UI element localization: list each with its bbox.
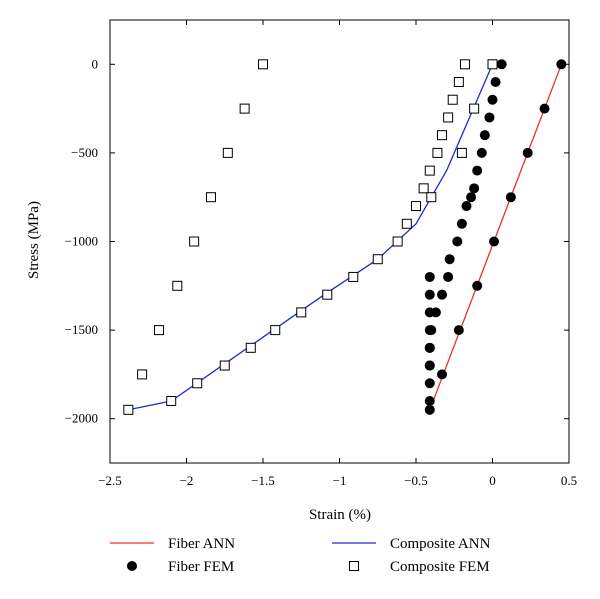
fiber-fem-point: [437, 369, 448, 380]
fiber-fem-point: [479, 130, 490, 141]
fiber-fem-point: [424, 307, 435, 318]
fiber-fem-point: [424, 325, 435, 336]
legend-swatch-composite-fem: [349, 561, 359, 571]
composite-fem-point: [453, 77, 464, 88]
composite-fem-point: [239, 103, 250, 114]
fiber-fem-point: [424, 395, 435, 406]
legend-label-composite-ann: Composite ANN: [390, 536, 491, 552]
fiber-fem-point: [437, 289, 448, 300]
composite-fem-point: [426, 192, 437, 203]
y-tick-label: −1000: [65, 234, 98, 249]
fiber-fem-point: [556, 59, 567, 70]
plot-frame: [109, 19, 570, 464]
fiber-fem-point: [461, 201, 472, 212]
x-tick-label: −1.5: [251, 473, 275, 488]
composite-fem-point: [270, 325, 281, 336]
y-tick-label: −2000: [65, 411, 98, 426]
fiber-fem-point: [476, 147, 487, 158]
fiber-fem-point: [453, 325, 464, 336]
composite-fem-point: [166, 395, 177, 406]
x-tick-label: −2.5: [98, 473, 122, 488]
composite-fem-point: [437, 130, 448, 141]
composite-fem-point: [137, 369, 148, 380]
composite-fem-point: [372, 254, 383, 265]
fiber-fem-point: [489, 236, 500, 247]
fiber-fem-point: [496, 59, 507, 70]
composite-fem-point: [432, 147, 443, 158]
composite-fem-point: [322, 289, 333, 300]
composite-fem-point: [192, 378, 203, 389]
series-layer: [123, 59, 567, 415]
fiber-fem-point: [424, 378, 435, 389]
fiber-fem-point: [539, 103, 550, 114]
composite-fem-point: [348, 271, 359, 282]
composite-fem-point: [411, 201, 421, 212]
fiber-fem-point: [484, 112, 495, 123]
composite-fem-point: [443, 112, 454, 123]
fiber-fem-point: [522, 147, 533, 158]
composite-fem-point: [296, 307, 307, 318]
composite-fem-point: [123, 404, 134, 415]
x-tick-label: −0.5: [404, 473, 428, 488]
composite-fem-point: [189, 236, 200, 247]
fiber-fem-point: [487, 94, 498, 105]
composite-fem-point: [222, 147, 233, 158]
fiber-fem-point: [466, 192, 477, 203]
fiber-fem-point: [443, 271, 454, 282]
composite-fem-point: [469, 103, 480, 114]
plot-area: [109, 19, 570, 464]
fiber-fem-point: [424, 360, 435, 371]
fiber-fem-point: [424, 271, 435, 282]
composite-fem-point: [418, 183, 429, 194]
y-tick-label: −1500: [65, 322, 98, 337]
fiber-fem-point: [472, 165, 483, 176]
fiber-fem-point: [490, 77, 501, 88]
composite-fem-point: [153, 325, 164, 336]
y-axis-label: Stress (MPa): [26, 201, 42, 279]
fiber-fem-point: [452, 236, 463, 247]
x-tick-label: −2: [180, 473, 194, 488]
composite-fem-point: [424, 165, 435, 176]
fiber-fem-point: [424, 289, 435, 300]
composite-fem-point: [245, 342, 256, 353]
fiber-fem-point: [469, 183, 480, 194]
composite-fem-point: [172, 280, 183, 291]
composite-fem-point: [205, 192, 216, 203]
x-tick-label: 0: [489, 473, 496, 488]
composite-fem-point: [447, 94, 458, 105]
x-tick-label: −1: [333, 473, 347, 488]
composite-fem-point: [459, 59, 470, 70]
legend: Fiber ANN Composite ANN Fiber FEM Composite…: [110, 536, 491, 575]
composite-ann-line: [128, 64, 494, 411]
composite-fem-point: [401, 218, 412, 229]
fiber-fem-point: [456, 218, 467, 229]
composite-fem-point: [487, 59, 498, 70]
composite-fem-point: [219, 360, 230, 371]
y-tick-label: 0: [92, 56, 99, 71]
composite-fem-point: [258, 59, 268, 70]
x-axis-label: Strain (%): [309, 507, 371, 523]
legend-swatch-fiber-fem: [127, 561, 137, 571]
fiber-fem-point: [472, 280, 483, 291]
x-tick-label: 0.5: [561, 473, 577, 488]
composite-fem-point: [456, 147, 467, 158]
fiber-fem-point: [505, 192, 516, 203]
axes-layer: −2.5 −2 −1.5 −1 −0.5 0 0.5 0 −500 −1000 −1500 −2000: [65, 20, 577, 488]
composite-fem-point: [392, 236, 403, 247]
fiber-fem-point: [424, 342, 435, 353]
fiber-fem-point: [444, 254, 455, 265]
legend-label-composite-fem: Composite FEM: [390, 559, 490, 575]
fiber-fem-point: [424, 404, 435, 415]
y-tick-label: −500: [71, 145, 98, 160]
legend-label-fiber-ann: Fiber ANN: [168, 536, 235, 552]
legend-label-fiber-fem: Fiber FEM: [168, 559, 234, 575]
